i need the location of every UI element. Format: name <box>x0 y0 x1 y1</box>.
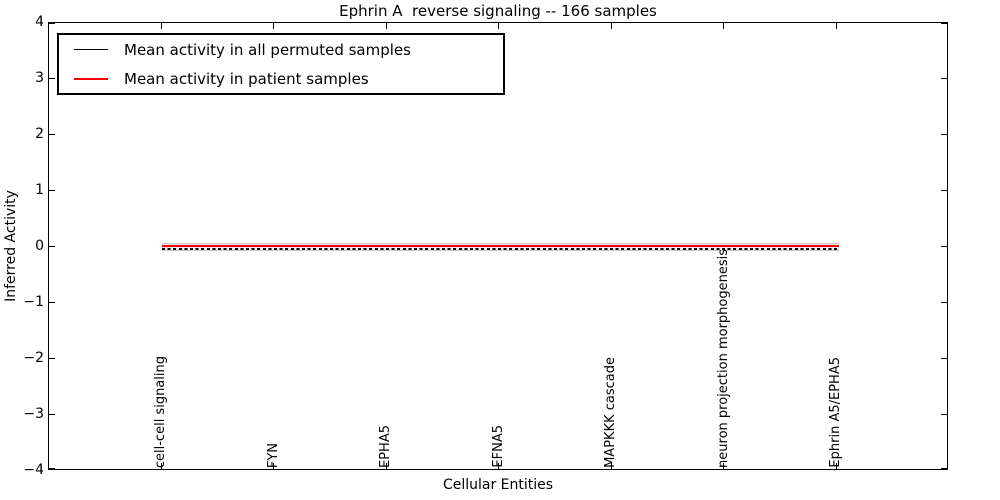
x-tick-mark <box>161 463 162 469</box>
chart-title: Ephrin A reverse signaling -- 166 sample… <box>339 2 657 20</box>
red-line-swatch-icon <box>74 77 108 80</box>
x-tick-mark <box>273 463 274 469</box>
legend-label: Mean activity in patient samples <box>124 69 369 88</box>
x-tick-mark <box>723 23 724 29</box>
y-tick-mark <box>49 302 55 303</box>
y-tick-label: −2 <box>23 350 44 366</box>
x-tick-mark <box>161 23 162 29</box>
y-tick-mark <box>941 414 947 415</box>
y-tick-mark <box>941 246 947 247</box>
y-tick-label: −4 <box>23 462 44 478</box>
y-tick-mark <box>941 468 947 469</box>
y-tick-mark <box>941 358 947 359</box>
legend: Mean activity in all permuted samples Me… <box>57 33 505 95</box>
x-tick-mark <box>386 23 387 29</box>
y-tick-label: 4 <box>35 14 44 30</box>
y-tick-mark <box>941 134 947 135</box>
y-tick-mark <box>49 468 55 469</box>
patient-mean-line <box>162 245 839 247</box>
permuted-mean-line <box>162 248 839 250</box>
y-tick-mark <box>49 246 55 247</box>
y-tick-mark <box>941 302 947 303</box>
x-tick-mark <box>836 463 837 469</box>
y-tick-mark <box>49 358 55 359</box>
y-tick-mark <box>941 23 947 24</box>
x-tick-label: FYN <box>266 442 281 468</box>
legend-item-permuted: Mean activity in all permuted samples <box>59 35 503 64</box>
x-tick-label: EPHA5 <box>378 425 393 468</box>
x-tick-label: Ephrin A5/EPHA5 <box>828 357 843 468</box>
black-line-swatch-icon <box>74 49 108 50</box>
plot-area: cell-cell signaling FYN EPHA5 EFNA5 MAPK… <box>48 22 948 470</box>
x-tick-label: neuron projection morphogenesis <box>716 249 731 468</box>
error-band <box>162 243 839 251</box>
x-tick-mark <box>273 23 274 29</box>
y-tick-mark <box>49 78 55 79</box>
x-tick-label: cell-cell signaling <box>153 355 168 468</box>
x-tick-mark <box>386 463 387 469</box>
legend-label: Mean activity in all permuted samples <box>124 40 411 59</box>
y-tick-mark <box>49 23 55 24</box>
x-tick-label: MAPKKK cascade <box>603 357 618 468</box>
x-tick-mark <box>498 23 499 29</box>
y-tick-label: 3 <box>35 70 44 86</box>
x-tick-mark <box>611 463 612 469</box>
x-tick-mark <box>723 463 724 469</box>
y-tick-label: 0 <box>35 238 44 254</box>
x-tick-mark <box>836 23 837 29</box>
y-tick-mark <box>49 134 55 135</box>
y-tick-mark <box>49 190 55 191</box>
y-tick-label: 1 <box>35 182 44 198</box>
x-axis-title: Cellular Entities <box>442 477 554 493</box>
y-tick-mark <box>941 190 947 191</box>
y-tick-label: 2 <box>35 126 44 142</box>
x-tick-mark <box>498 463 499 469</box>
y-tick-mark <box>941 78 947 79</box>
legend-item-patient: Mean activity in patient samples <box>59 64 503 93</box>
y-tick-label: −3 <box>23 406 44 422</box>
y-tick-label: −1 <box>23 294 44 310</box>
x-tick-mark <box>611 23 612 29</box>
x-tick-label: EFNA5 <box>491 425 506 468</box>
y-tick-mark <box>49 414 55 415</box>
